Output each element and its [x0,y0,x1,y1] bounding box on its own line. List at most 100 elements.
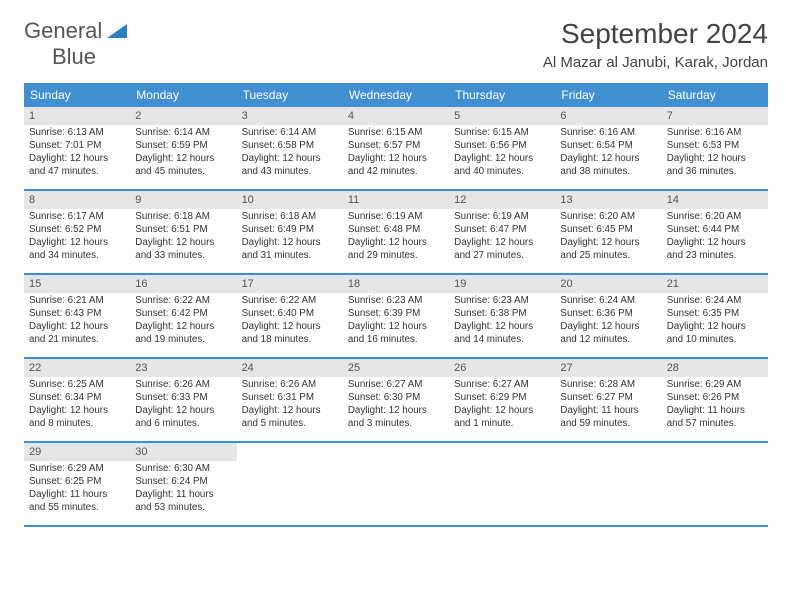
daylight-line2: and 38 minutes. [560,166,656,179]
day-cell: 23Sunrise: 6:26 AMSunset: 6:33 PMDayligh… [130,359,236,441]
daylight-line2: and 43 minutes. [242,166,338,179]
day-number: 15 [24,275,130,293]
sunset-text: Sunset: 7:01 PM [29,140,125,153]
day-cell-empty: . [343,443,449,525]
daylight-line1: Daylight: 12 hours [29,321,125,334]
daylight-line2: and 40 minutes. [454,166,550,179]
day-cell-empty: . [662,443,768,525]
daylight-line1: Daylight: 12 hours [135,237,231,250]
sunset-text: Sunset: 6:29 PM [454,392,550,405]
logo: General Blue [24,18,127,70]
day-number: 9 [130,191,236,209]
calendar-week: 1Sunrise: 6:13 AMSunset: 7:01 PMDaylight… [24,107,768,191]
sunset-text: Sunset: 6:58 PM [242,140,338,153]
daylight-line2: and 8 minutes. [29,418,125,431]
sunrise-text: Sunrise: 6:29 AM [29,463,125,476]
sunset-text: Sunset: 6:27 PM [560,392,656,405]
daylight-line2: and 23 minutes. [667,250,763,263]
day-cell-empty: . [237,443,343,525]
sunset-text: Sunset: 6:54 PM [560,140,656,153]
daylight-line1: Daylight: 12 hours [348,405,444,418]
day-cell: 4Sunrise: 6:15 AMSunset: 6:57 PMDaylight… [343,107,449,189]
daylight-line2: and 57 minutes. [667,418,763,431]
col-wednesday: Wednesday [343,83,449,107]
sunrise-text: Sunrise: 6:24 AM [560,295,656,308]
day-cell: 8Sunrise: 6:17 AMSunset: 6:52 PMDaylight… [24,191,130,273]
daylight-line1: Daylight: 11 hours [135,489,231,502]
day-cell: 11Sunrise: 6:19 AMSunset: 6:48 PMDayligh… [343,191,449,273]
daylight-line2: and 1 minute. [454,418,550,431]
month-title: September 2024 [543,18,768,50]
sunrise-text: Sunrise: 6:26 AM [135,379,231,392]
day-cell: 20 Sunrise: 6:24 AMSunset: 6:36 PMDayligh… [555,275,661,357]
daylight-line1: Daylight: 12 hours [242,153,338,166]
daylight-line2: and 12 minutes. [560,334,656,347]
day-cell: 5Sunrise: 6:15 AMSunset: 6:56 PMDaylight… [449,107,555,189]
sunset-text: Sunset: 6:45 PM [560,224,656,237]
daylight-line1: Daylight: 12 hours [135,321,231,334]
day-cell: 27Sunrise: 6:28 AMSunset: 6:27 PMDayligh… [555,359,661,441]
day-number: 21 [662,275,768,293]
sunset-text: Sunset: 6:47 PM [454,224,550,237]
day-cell: 21Sunrise: 6:24 AMSunset: 6:35 PMDayligh… [662,275,768,357]
day-cell: 7Sunrise: 6:16 AMSunset: 6:53 PMDaylight… [662,107,768,189]
daylight-line2: and 33 minutes. [135,250,231,263]
day-number: 2 [130,107,236,125]
day-number: 10 [237,191,343,209]
title-block: September 2024 Al Mazar al Janubi, Karak… [543,18,768,71]
day-number: 12 [449,191,555,209]
day-number: 6 [555,107,661,125]
sunset-text: Sunset: 6:39 PM [348,308,444,321]
daylight-line1: Daylight: 12 hours [135,405,231,418]
sunrise-text: Sunrise: 6:23 AM [348,295,444,308]
daylight-line2: and 3 minutes. [348,418,444,431]
daylight-line2: and 34 minutes. [29,250,125,263]
sunset-text: Sunset: 6:36 PM [560,308,656,321]
day-cell: 16Sunrise: 6:22 AMSunset: 6:42 PMDayligh… [130,275,236,357]
day-number: 13 [555,191,661,209]
day-cell: 28Sunrise: 6:29 AMSunset: 6:26 PMDayligh… [662,359,768,441]
col-thursday: Thursday [449,83,555,107]
sunrise-text: Sunrise: 6:26 AM [242,379,338,392]
day-cell: 18 Sunrise: 6:23 AMSunset: 6:39 PMDayligh… [343,275,449,357]
calendar-week: 22Sunrise: 6:25 AMSunset: 6:34 PMDayligh… [24,359,768,443]
sunset-text: Sunset: 6:43 PM [29,308,125,321]
sunset-text: Sunset: 6:26 PM [667,392,763,405]
sunrise-text: Sunrise: 6:14 AM [135,127,231,140]
daylight-line1: Daylight: 12 hours [348,321,444,334]
daylight-line2: and 25 minutes. [560,250,656,263]
col-monday: Monday [130,83,236,107]
location: Al Mazar al Janubi, Karak, Jordan [543,54,768,71]
sunset-text: Sunset: 6:42 PM [135,308,231,321]
daylight-line1: Daylight: 12 hours [560,321,656,334]
daylight-line1: Daylight: 12 hours [242,405,338,418]
daylight-line1: Daylight: 12 hours [667,321,763,334]
daylight-line1: Daylight: 12 hours [135,153,231,166]
calendar-body: 1Sunrise: 6:13 AMSunset: 7:01 PMDaylight… [24,107,768,527]
daylight-line2: and 45 minutes. [135,166,231,179]
daylight-line2: and 18 minutes. [242,334,338,347]
day-number: 29 [24,443,130,461]
daylight-line1: Daylight: 12 hours [560,153,656,166]
daylight-line1: Daylight: 12 hours [242,321,338,334]
day-cell: 17Sunrise: 6:22 AMSunset: 6:40 PMDayligh… [237,275,343,357]
calendar-week: 15Sunrise: 6:21 AMSunset: 6:43 PMDayligh… [24,275,768,359]
col-friday: Friday [555,83,661,107]
sunset-text: Sunset: 6:44 PM [667,224,763,237]
sunrise-text: Sunrise: 6:20 AM [560,211,656,224]
day-cell: 30Sunrise: 6:30 AMSunset: 6:24 PMDayligh… [130,443,236,525]
sunset-text: Sunset: 6:35 PM [667,308,763,321]
day-number: 17 [237,275,343,293]
daylight-line1: Daylight: 12 hours [560,237,656,250]
day-cell: 26Sunrise: 6:27 AMSunset: 6:29 PMDayligh… [449,359,555,441]
sunset-text: Sunset: 6:31 PM [242,392,338,405]
day-number: 20 [555,275,661,293]
day-number: 22 [24,359,130,377]
daylight-line1: Daylight: 12 hours [454,321,550,334]
daylight-line1: Daylight: 12 hours [242,237,338,250]
day-number: 18 [343,275,449,293]
day-number: 23 [130,359,236,377]
sunrise-text: Sunrise: 6:20 AM [667,211,763,224]
col-tuesday: Tuesday [237,83,343,107]
daylight-line2: and 36 minutes. [667,166,763,179]
